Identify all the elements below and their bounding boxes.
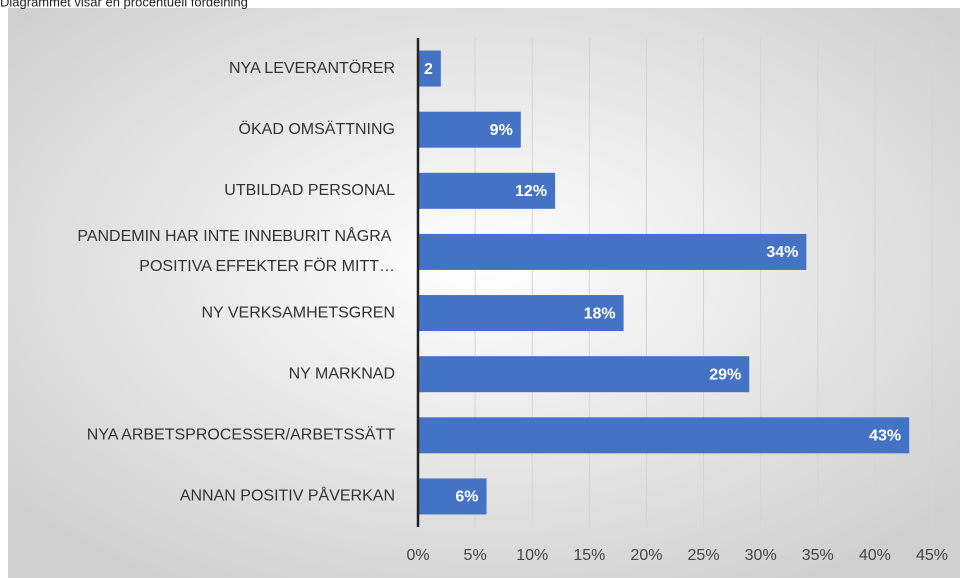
data-label: 43%: [869, 428, 901, 445]
y-tick-label: NYA LEVERANTÖRER: [229, 59, 395, 77]
bar: [418, 111, 521, 148]
data-label: 2: [424, 61, 433, 78]
data-label: 12%: [515, 183, 547, 200]
bar: [418, 295, 624, 332]
data-label: 29%: [709, 366, 741, 383]
x-tick-label: 35%: [802, 547, 834, 564]
x-tick-label: 30%: [745, 547, 777, 564]
y-tick-label: ANNAN POSITIV PÅVERKAN: [180, 486, 395, 505]
y-tick-label: NYA ARBETSPROCESSER/ARBETSSÄTT: [87, 426, 395, 444]
bar: [418, 356, 750, 393]
chart-title: Diagrammet visar en procentuell fördelni…: [0, 0, 248, 9]
data-label: 9%: [490, 122, 513, 139]
x-tick-label: 40%: [859, 547, 891, 564]
y-tick-label: NY MARKNAD: [289, 365, 395, 382]
data-label: 6%: [455, 489, 478, 506]
bar: [418, 50, 441, 87]
x-tick-label: 15%: [573, 547, 605, 564]
x-tick-label: 45%: [916, 547, 948, 564]
x-tick-label: 25%: [688, 547, 720, 564]
bar: [418, 233, 807, 270]
data-label: 18%: [584, 305, 616, 322]
y-tick-label: NY VERKSAMHETSGREN: [201, 304, 395, 321]
data-label: 34%: [766, 244, 798, 261]
y-tick-label: ÖKAD OMSÄTTNING: [239, 120, 395, 138]
bar: [418, 478, 487, 515]
y-tick-label: UTBILDAD PERSONAL: [224, 182, 395, 199]
y-tick-label: PANDEMIN HAR INTE INNEBURIT NÅGRA POSITI…: [77, 226, 395, 275]
bar: [418, 172, 556, 209]
x-tick-label: 0%: [406, 547, 429, 564]
bar: [418, 417, 910, 454]
x-tick-label: 5%: [464, 547, 487, 564]
x-tick-label: 20%: [630, 547, 662, 564]
x-tick-label: 10%: [516, 547, 548, 564]
